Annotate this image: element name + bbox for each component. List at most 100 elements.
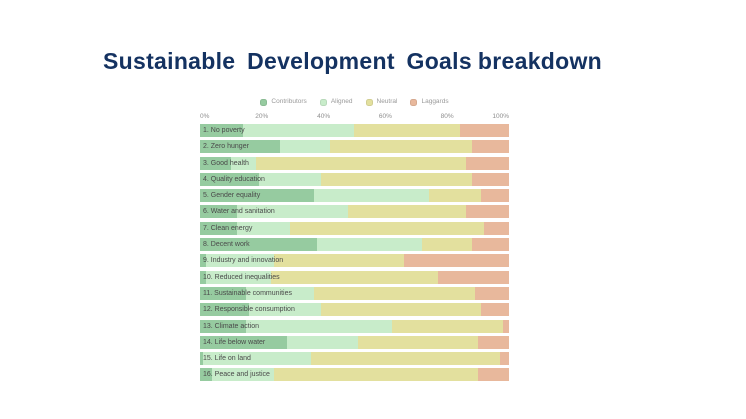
bar-segment-aligned (230, 156, 256, 170)
bar-segment-contributors (200, 124, 244, 137)
page-title-part1: Sustainable Development Goals (103, 48, 472, 74)
bar-segment-aligned (206, 270, 272, 284)
bar-segment-neutral (391, 319, 503, 333)
chart-x-axis: 0% 20% 40% 60% 80% 100% (200, 112, 509, 122)
bar-segment-laggards (471, 172, 509, 186)
bar-segment-aligned (314, 189, 429, 203)
bar-row: 5. Gender equality (200, 189, 509, 203)
bar-segment-aligned (286, 335, 358, 349)
bar-segment-neutral (274, 368, 479, 382)
legend-marker-icon (410, 98, 418, 106)
bar-segment-contributors (200, 319, 247, 333)
bar-segment-neutral (274, 254, 404, 268)
bar-segment-laggards (499, 352, 509, 366)
bar-segment-neutral (311, 352, 500, 366)
bar-segment-aligned (258, 172, 321, 186)
bar-segment-aligned (203, 352, 312, 366)
bar-row: 10. Reduced inequalities (200, 270, 509, 284)
bar-segment-neutral (314, 286, 475, 300)
bar-segment-neutral (428, 189, 482, 203)
bar-segment-neutral (271, 270, 438, 284)
bar-row: 6. Water and sanitation (200, 205, 509, 219)
bar-segment-laggards (437, 270, 509, 284)
bar-row: 3. Good health (200, 156, 509, 170)
bar-segment-contributors (200, 140, 281, 154)
bar-row: 7. Clean energy (200, 221, 509, 235)
bar-row: 11. Sustainable communities (200, 286, 509, 300)
bar-segment-neutral (357, 335, 479, 349)
bar-segment-laggards (478, 335, 509, 349)
bar-segment-neutral (422, 238, 472, 252)
legend-label: Laggards (421, 98, 449, 105)
bar-segment-laggards (478, 368, 509, 382)
legend-item-aligned: Aligned (319, 98, 353, 106)
bar-segment-neutral (289, 221, 485, 235)
bar-segment-contributors (200, 156, 231, 170)
legend-item-neutral: Neutral (365, 98, 398, 106)
bar-segment-laggards (471, 140, 509, 154)
bar-segment-aligned (206, 254, 275, 268)
legend-item-contributors: Contributors (260, 98, 307, 106)
legend-marker-icon (365, 98, 373, 106)
bar-segment-contributors (200, 238, 318, 252)
bar-segment-laggards (465, 156, 509, 170)
legend-item-laggards: Laggards (410, 98, 449, 106)
bar-segment-contributors (200, 172, 259, 186)
bar-segment-laggards (474, 286, 509, 300)
bar-row: 9. Industry and innovation (200, 254, 509, 268)
bar-segment-aligned (246, 286, 315, 300)
bar-row: 1. No poverty (200, 124, 509, 137)
bar-row: 13. Climate action (200, 319, 509, 333)
page-title: Sustainable Development Goals breakdown (103, 48, 602, 75)
bar-row: 12. Responsible consumption (200, 303, 509, 317)
bar-segment-aligned (243, 124, 355, 137)
legend-marker-icon (319, 98, 327, 106)
legend-label: Neutral (376, 98, 398, 105)
bar-row: 15. Life on land (200, 352, 509, 366)
bar-segment-contributors (200, 368, 213, 382)
bar-segment-contributors (200, 270, 207, 284)
bar-segment-laggards (403, 254, 509, 268)
bar-segment-laggards (471, 238, 509, 252)
bar-segment-contributors (200, 286, 247, 300)
bar-segment-contributors (200, 221, 238, 235)
bar-segment-laggards (481, 189, 509, 203)
page-title-part2: breakdown (477, 48, 603, 74)
bar-segment-contributors (200, 205, 238, 219)
bar-row: 2. Zero hunger (200, 140, 509, 154)
bar-row: 8. Decent work (200, 238, 509, 252)
axis-tick-label: 20% (255, 113, 269, 120)
bar-segment-neutral (255, 156, 466, 170)
bar-segment-neutral (354, 124, 460, 137)
bar-row: 4. Quality education (200, 172, 509, 186)
bar-segment-aligned (246, 319, 392, 333)
bar-segment-laggards (481, 303, 509, 317)
bar-segment-contributors (200, 303, 250, 317)
legend-marker-icon (260, 98, 268, 106)
bar-segment-aligned (280, 140, 330, 154)
bar-segment-contributors (200, 254, 207, 268)
bar-segment-laggards (465, 205, 509, 219)
bar-segment-aligned (249, 303, 321, 317)
legend-label: Contributors (271, 98, 307, 105)
axis-tick-label: 0% (200, 113, 210, 120)
axis-tick-label: 100% (492, 113, 509, 120)
bar-segment-neutral (329, 140, 472, 154)
bar-row: 16. Peace and justice (200, 368, 509, 382)
bar-segment-laggards (459, 124, 509, 137)
axis-tick-label: 60% (378, 113, 392, 120)
bar-segment-laggards (502, 319, 509, 333)
bar-segment-neutral (320, 303, 482, 317)
bar-segment-aligned (212, 368, 275, 382)
stacked-bar-chart: 1. No poverty 2. Zero hunger 3. Good healt… (200, 124, 509, 385)
axis-tick-label: 40% (317, 113, 331, 120)
bar-segment-contributors (200, 189, 315, 203)
bar-segment-aligned (317, 238, 423, 252)
bar-segment-neutral (348, 205, 466, 219)
bar-row: 14. Life below water (200, 335, 509, 349)
bar-segment-contributors (200, 352, 204, 366)
chart-legend: Contributors Aligned Neutral Laggards (200, 97, 509, 107)
bar-segment-laggards (484, 221, 509, 235)
axis-tick-label: 80% (440, 113, 454, 120)
legend-label: Aligned (330, 98, 353, 105)
